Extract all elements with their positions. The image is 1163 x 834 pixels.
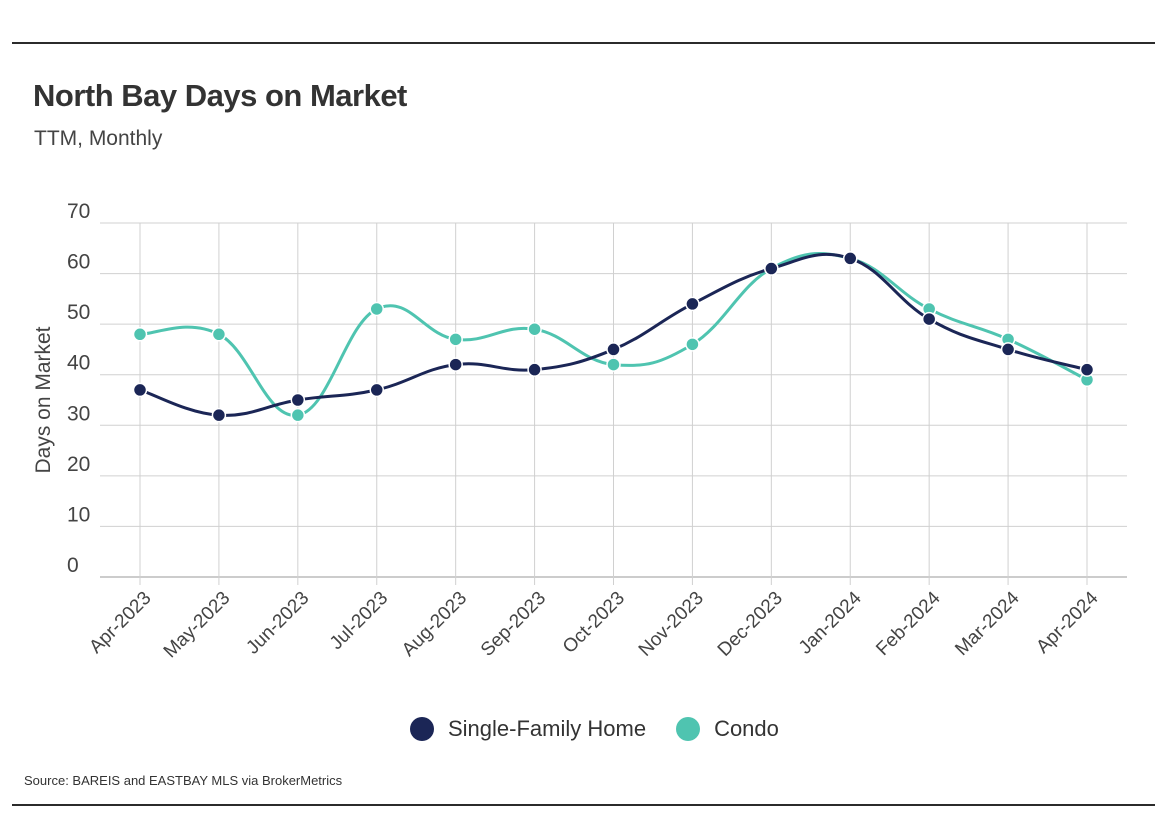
chart-legend: Single-Family Home Condo (410, 716, 809, 742)
data-point-condo-jul-2023 (369, 301, 384, 317)
x-tick-label-aug-2023: Aug-2023 (398, 588, 471, 661)
data-point-single-family-home-aug-2023 (448, 357, 463, 372)
x-tick-label-may-2023: May-2023 (160, 588, 235, 663)
y-tick-label-20: 20 (67, 453, 90, 476)
chart-subtitle: TTM, Monthly (34, 127, 163, 150)
data-point-condo-nov-2023 (685, 337, 700, 352)
y-tick-label-70: 70 (67, 200, 90, 223)
x-tick-label-jun-2023: Jun-2023 (242, 588, 313, 659)
legend-marker-condo (676, 717, 701, 741)
legend-label-single-family-home: Single-Family Home (448, 716, 647, 741)
data-point-condo-oct-2023 (606, 357, 621, 372)
x-tick-label-dec-2023: Dec-2023 (714, 588, 787, 661)
data-point-condo-sep-2023 (527, 321, 542, 337)
x-tick-label-apr-2024: Apr-2024 (1032, 587, 1102, 657)
y-tick-label-60: 60 (67, 251, 90, 274)
x-tick-label-nov-2023: Nov-2023 (635, 588, 708, 661)
data-point-condo-aug-2023 (448, 332, 463, 347)
y-tick-label-10: 10 (67, 503, 90, 526)
data-point-single-family-home-nov-2023 (685, 296, 700, 312)
legend-label-condo: Condo (714, 716, 779, 741)
data-point-single-family-home-mar-2024 (1000, 342, 1016, 357)
data-point-single-family-home-jan-2024 (843, 251, 858, 266)
data-point-single-family-home-dec-2023 (764, 261, 779, 276)
data-point-single-family-home-apr-2024 (1079, 362, 1095, 377)
data-point-single-family-home-jun-2023 (290, 392, 306, 408)
data-point-single-family-home-oct-2023 (606, 342, 621, 357)
data-point-condo-apr-2023 (132, 327, 148, 342)
top-rule (12, 42, 1155, 44)
y-tick-label-0: 0 (67, 554, 79, 577)
legend-item-condo[interactable]: Condo (676, 716, 779, 742)
legend-marker-single-family-home (410, 717, 434, 741)
x-tick-label-sep-2023: Sep-2023 (477, 588, 550, 661)
x-tick-label-jan-2024: Jan-2024 (795, 587, 866, 658)
data-point-single-family-home-apr-2023 (132, 382, 148, 398)
source-note: Source: BAREIS and EASTBAY MLS via Broke… (24, 773, 343, 788)
x-tick-label-oct-2023: Oct-2023 (559, 588, 629, 658)
data-point-condo-jun-2023 (290, 407, 306, 423)
data-point-condo-may-2023 (211, 327, 227, 342)
data-point-single-family-home-sep-2023 (527, 362, 542, 377)
data-point-single-family-home-may-2023 (211, 407, 227, 423)
data-point-single-family-home-feb-2024 (921, 311, 937, 327)
y-tick-label-40: 40 (67, 352, 90, 375)
legend-item-single-family-home[interactable]: Single-Family Home (410, 716, 646, 742)
x-tick-label-jul-2023: Jul-2023 (326, 588, 392, 654)
x-tick-label-feb-2024: Feb-2024 (872, 587, 945, 660)
chart-title: North Bay Days on Market (33, 78, 407, 113)
bottom-rule (12, 804, 1155, 806)
y-axis-title: Days on Market (32, 326, 55, 473)
data-point-single-family-home-jul-2023 (369, 382, 384, 398)
y-tick-label-30: 30 (67, 402, 90, 425)
x-tick-label-apr-2023: Apr-2023 (85, 588, 155, 658)
y-tick-label-50: 50 (67, 301, 90, 324)
x-tick-label-mar-2024: Mar-2024 (951, 587, 1024, 660)
